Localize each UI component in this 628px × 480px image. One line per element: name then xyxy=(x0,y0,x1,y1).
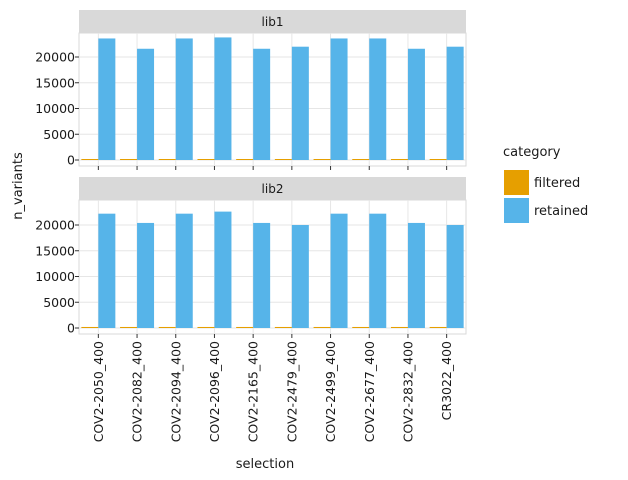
bar-filtered xyxy=(120,159,138,160)
bar-retained xyxy=(137,222,155,328)
x-tick-label: COV2-2499_400 xyxy=(323,341,338,442)
bar-retained xyxy=(291,46,309,161)
y-tick-label: 0 xyxy=(67,321,75,336)
y-tick-label: 20000 xyxy=(35,50,75,65)
bar-retained xyxy=(369,38,387,160)
bar-retained xyxy=(446,225,464,328)
legend: category filtered retained xyxy=(503,145,588,223)
bar-retained xyxy=(253,222,271,328)
bar-retained xyxy=(137,48,155,161)
bar-filtered xyxy=(158,159,176,160)
panel-lib1: lib1 0 5000 10000 15000 20000 xyxy=(35,10,467,170)
y-axis-title: n_variants xyxy=(11,152,26,220)
y-tick-label: 5000 xyxy=(43,295,75,310)
facet-strip-label: lib2 xyxy=(262,182,284,196)
x-tick-label: COV2-2479_400 xyxy=(284,341,299,442)
chart-panels: lib1 0 5000 10000 15000 20000 lib2 0 5000 10000 15… xyxy=(35,10,467,338)
bar-filtered xyxy=(120,326,138,328)
bar-retained xyxy=(175,213,193,328)
bar-filtered xyxy=(274,326,292,328)
bar-filtered xyxy=(236,159,254,160)
bar-filtered xyxy=(352,159,370,160)
bar-retained xyxy=(291,225,309,328)
x-tick-label: COV2-2677_400 xyxy=(362,341,377,442)
bar-retained xyxy=(253,48,271,161)
bar-filtered xyxy=(274,159,292,160)
facet-strip-label: lib1 xyxy=(262,15,284,29)
x-tick-label: COV2-2094_400 xyxy=(168,341,183,442)
x-tick-label: COV2-2832_400 xyxy=(400,341,415,442)
bar-retained xyxy=(98,38,116,160)
legend-swatch-retained xyxy=(504,198,529,223)
bar-retained xyxy=(175,38,193,160)
bar-filtered xyxy=(352,326,370,328)
y-tick-label: 20000 xyxy=(35,218,75,233)
y-tick-label: 15000 xyxy=(35,75,75,90)
x-axis-tick-labels: COV2-2050_400 COV2-2082_400 COV2-2094_400 C… xyxy=(91,341,454,442)
x-tick-label: COV2-2165_400 xyxy=(246,341,261,442)
y-tick-label: 10000 xyxy=(35,269,75,284)
bar-filtered xyxy=(81,326,99,328)
bar-retained xyxy=(407,222,425,328)
y-tick-label: 10000 xyxy=(35,101,75,116)
bar-retained xyxy=(214,37,232,160)
bar-retained xyxy=(369,213,387,328)
bar-retained xyxy=(214,211,232,328)
bar-filtered xyxy=(81,159,99,160)
bar-retained xyxy=(330,213,348,328)
bar-retained xyxy=(330,38,348,160)
legend-items: filtered retained xyxy=(504,170,588,223)
legend-swatch-filtered xyxy=(504,170,529,195)
x-tick-label: COV2-2050_400 xyxy=(91,341,106,442)
bar-filtered xyxy=(429,159,447,160)
legend-title: category xyxy=(503,145,561,160)
panel-lib2: lib2 0 5000 10000 15000 20000 xyxy=(35,177,467,338)
facet-strip xyxy=(79,10,466,33)
y-tick-label: 0 xyxy=(67,153,75,168)
bar-retained xyxy=(98,213,116,328)
bar-filtered xyxy=(313,326,331,328)
bar-filtered xyxy=(158,326,176,328)
x-tick-label: COV2-2096_400 xyxy=(207,341,222,442)
facet-strip xyxy=(79,177,466,200)
bar-filtered xyxy=(390,326,408,328)
bar-filtered xyxy=(236,326,254,328)
x-tick-label: CR3022_400 xyxy=(439,341,454,420)
bar-filtered xyxy=(197,159,215,160)
legend-label-retained: retained xyxy=(534,204,588,219)
x-tick-label: COV2-2082_400 xyxy=(130,341,145,442)
bar-filtered xyxy=(390,159,408,160)
x-axis-title: selection xyxy=(236,457,294,472)
bar-retained xyxy=(446,46,464,161)
bar-filtered xyxy=(313,159,331,160)
y-tick-label: 5000 xyxy=(43,127,75,142)
bar-filtered xyxy=(197,326,215,328)
bar-filtered xyxy=(429,326,447,328)
bar-retained xyxy=(407,48,425,161)
legend-label-filtered: filtered xyxy=(534,176,580,191)
y-tick-label: 15000 xyxy=(35,243,75,258)
